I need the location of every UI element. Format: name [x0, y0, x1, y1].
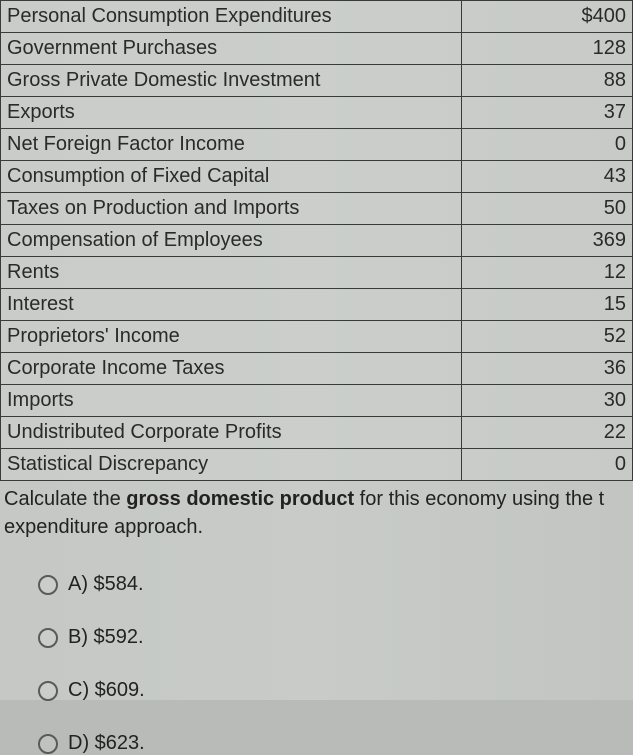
table-row: Undistributed Corporate Profits 22	[1, 417, 633, 449]
option-c[interactable]: C) $609.	[38, 679, 633, 702]
row-value: 52	[462, 321, 633, 353]
row-value: 12	[462, 257, 633, 289]
option-label: B) $592.	[68, 626, 144, 649]
row-label: Gross Private Domestic Investment	[1, 65, 462, 97]
table-row: Statistical Discrepancy 0	[1, 449, 633, 481]
option-label: D) $623.	[68, 732, 145, 755]
table-row: Corporate Income Taxes 36	[1, 353, 633, 385]
row-label: Net Foreign Factor Income	[1, 129, 462, 161]
row-value: 0	[462, 449, 633, 481]
table-row: Taxes on Production and Imports 50	[1, 193, 633, 225]
row-label: Undistributed Corporate Profits	[1, 417, 462, 449]
option-a[interactable]: A) $584.	[38, 573, 633, 596]
table-row: Exports 37	[1, 97, 633, 129]
row-label: Taxes on Production and Imports	[1, 193, 462, 225]
table-row: Government Purchases 128	[1, 33, 633, 65]
table-row: Rents 12	[1, 257, 633, 289]
row-value: 36	[462, 353, 633, 385]
row-label: Proprietors' Income	[1, 321, 462, 353]
row-value: 0	[462, 129, 633, 161]
table-row: Personal Consumption Expenditures $400	[1, 1, 633, 33]
question-bold: gross domestic product	[126, 488, 354, 510]
row-value: 30	[462, 385, 633, 417]
table-row: Net Foreign Factor Income 0	[1, 129, 633, 161]
table-row: Interest 15	[1, 289, 633, 321]
page-wrapper: Personal Consumption Expenditures $400 G…	[0, 0, 633, 700]
row-label: Compensation of Employees	[1, 225, 462, 257]
data-table: Personal Consumption Expenditures $400 G…	[0, 0, 633, 481]
question-text: Calculate the gross domestic product for…	[0, 481, 633, 545]
row-value: 369	[462, 225, 633, 257]
row-label: Statistical Discrepancy	[1, 449, 462, 481]
row-label: Imports	[1, 385, 462, 417]
table-row: Compensation of Employees 369	[1, 225, 633, 257]
row-value: 128	[462, 33, 633, 65]
table-row: Gross Private Domestic Investment 88	[1, 65, 633, 97]
radio-icon	[38, 734, 58, 754]
row-value: 22	[462, 417, 633, 449]
row-value: 37	[462, 97, 633, 129]
row-label: Exports	[1, 97, 462, 129]
row-label: Personal Consumption Expenditures	[1, 1, 462, 33]
question-prefix: Calculate the	[4, 488, 126, 510]
row-value: 43	[462, 161, 633, 193]
option-d[interactable]: D) $623.	[38, 732, 633, 755]
row-label: Interest	[1, 289, 462, 321]
option-label: C) $609.	[68, 679, 145, 702]
table-row: Proprietors' Income 52	[1, 321, 633, 353]
row-value: 88	[462, 65, 633, 97]
option-b[interactable]: B) $592.	[38, 626, 633, 649]
row-value: 15	[462, 289, 633, 321]
options-group: A) $584. B) $592. C) $609. D) $623.	[0, 545, 633, 755]
radio-icon	[38, 575, 58, 595]
table-row: Consumption of Fixed Capital 43	[1, 161, 633, 193]
row-label: Consumption of Fixed Capital	[1, 161, 462, 193]
row-value: 50	[462, 193, 633, 225]
radio-icon	[38, 628, 58, 648]
row-label: Government Purchases	[1, 33, 462, 65]
radio-icon	[38, 681, 58, 701]
row-label: Rents	[1, 257, 462, 289]
row-value: $400	[462, 1, 633, 33]
table-row: Imports 30	[1, 385, 633, 417]
row-label: Corporate Income Taxes	[1, 353, 462, 385]
option-label: A) $584.	[68, 573, 144, 596]
